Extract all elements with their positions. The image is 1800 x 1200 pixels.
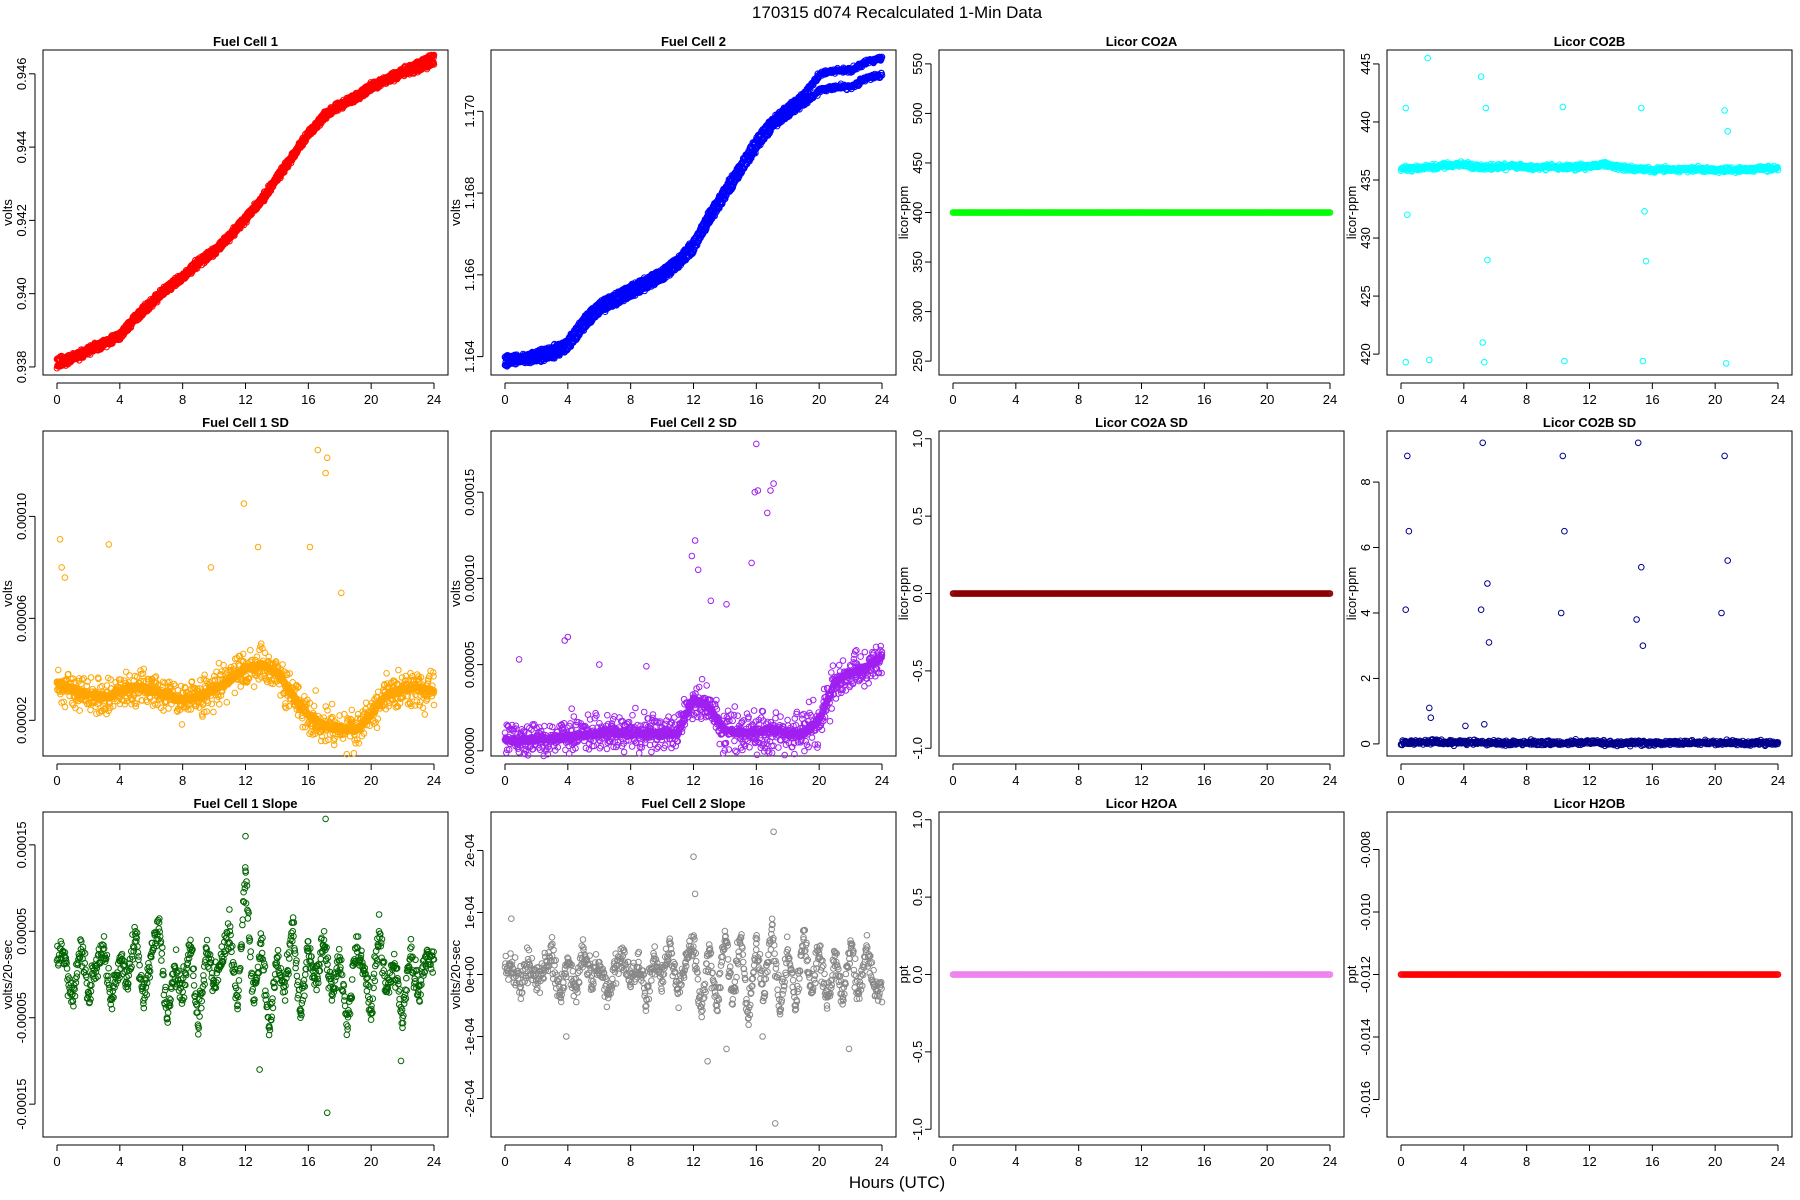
panel-licor-co2a-y-tick-label: 300 xyxy=(910,301,925,323)
panel-licor-co2b-x-tick-label: 0 xyxy=(1397,392,1404,407)
panel-fuel-cell-2-frame xyxy=(490,49,897,376)
figure-title: 170315 d074 Recalculated 1-Min Data xyxy=(752,3,1043,22)
panel-fuel-cell-2-y-tick-label: 1.168 xyxy=(462,177,477,210)
panel-fuel-cell-1-x-tick-label: 16 xyxy=(301,392,315,407)
panel-fuel-cell-2-x-tick-label: 24 xyxy=(875,392,889,407)
panel-fuel-cell-1-y-tick-label: 0.944 xyxy=(14,131,29,164)
panel-licor-co2a-x-tick-label: 12 xyxy=(1134,392,1148,407)
panel-fuel-cell-1-x-tick-label: 4 xyxy=(116,392,123,407)
panel-fuel-cell-2-x-tick-label: 4 xyxy=(564,392,571,407)
panel-licor-co2b-x-tick-label: 24 xyxy=(1771,392,1785,407)
panel-licor-co2a-y-tick-label: 500 xyxy=(910,103,925,125)
panel-fuel-cell-2-y-axis-label: volts xyxy=(448,199,463,226)
panel-licor-co2a-x-tick-label: 8 xyxy=(1075,392,1082,407)
panel-fuel-cell-1-x-tick-label: 20 xyxy=(364,392,378,407)
panel-fuel-cell-2-x-tick-label: 20 xyxy=(812,392,826,407)
panel-licor-co2a: Licor CO2A licor-ppm 0 4 8 12 16 20 24 250 300 350 4… xyxy=(896,34,1345,407)
panel-fuel-cell-2-y-tick-label: 1.170 xyxy=(462,95,477,128)
panel-licor-co2a-y-tick-label: 450 xyxy=(910,152,925,174)
panel-licor-co2a-points xyxy=(949,209,1334,216)
panel-licor-co2a-y-tick-label: 350 xyxy=(910,251,925,273)
panel-licor-co2a-x-tick-label: 4 xyxy=(1012,392,1019,407)
panel-licor-co2b-title: Licor CO2B xyxy=(1554,34,1626,49)
panel-licor-co2b-frame xyxy=(1386,49,1793,376)
panel-licor-co2b-y-tick-label: 420 xyxy=(1358,343,1373,365)
panel-licor-co2b-y-tick-label: 445 xyxy=(1358,53,1373,75)
panel-fuel-cell-1-frame xyxy=(42,49,449,376)
panel-fuel-cell-1-points xyxy=(53,51,438,372)
panel-fuel-cell-2-y-axis: 1.164 1.166 1.168 1.170 xyxy=(462,95,484,373)
panel-licor-co2b-y-tick-label: 425 xyxy=(1358,285,1373,307)
panel-licor-co2b-y-tick-label: 440 xyxy=(1358,111,1373,133)
panel-fuel-cell-1-x-tick-label: 12 xyxy=(238,392,252,407)
panel-fuel-cell-2-points xyxy=(501,53,886,370)
panel-licor-co2a-x-tick-label: 0 xyxy=(949,392,956,407)
panel-fuel-cell-1-x-tick-label: 0 xyxy=(53,392,60,407)
panel-fuel-cell-1-x-axis: 0 4 8 12 16 20 24 xyxy=(53,382,441,407)
panel-licor-co2b-y-tick-label: 435 xyxy=(1358,169,1373,191)
panel-fuel-cell-1-x-tick-label: 8 xyxy=(179,392,186,407)
panel-fuel-cell-2-title: Fuel Cell 2 xyxy=(661,34,726,49)
panel-fuel-cell-1-y-tick-label: 0.942 xyxy=(14,204,29,237)
panel-licor-co2a-y-axis: 250 300 350 400 450 500 550 xyxy=(910,53,932,372)
panel-licor-co2b-x-tick-label: 8 xyxy=(1523,392,1530,407)
panel-licor-co2a-x-tick-label: 20 xyxy=(1260,392,1274,407)
panel-licor-co2b-points xyxy=(1397,54,1782,367)
panel-licor-co2b-x-tick-label: 4 xyxy=(1460,392,1467,407)
panel-licor-co2b-y-axis-label: licor-ppm xyxy=(1344,186,1359,239)
panel-licor-co2b-x-tick-label: 20 xyxy=(1708,392,1722,407)
panel-fuel-cell-2-x-tick-label: 16 xyxy=(749,392,763,407)
panel-licor-co2a-y-axis-label: licor-ppm xyxy=(896,186,911,239)
panel-fuel-cell-1-y-tick-label: 0.938 xyxy=(14,351,29,384)
panel-licor-co2a-y-tick-label: 250 xyxy=(910,350,925,372)
panel-licor-co2b-x-tick-label: 12 xyxy=(1582,392,1596,407)
panel-fuel-cell-1-title: Fuel Cell 1 xyxy=(213,34,278,49)
panel-licor-co2a-x-tick-label: 24 xyxy=(1323,392,1337,407)
panel-licor-co2a-y-tick-label: 400 xyxy=(910,202,925,224)
panel-licor-co2b-x-axis: 0 4 8 12 16 20 24 xyxy=(1397,382,1785,407)
panel-fuel-cell-1-y-tick-label: 0.946 xyxy=(14,58,29,91)
panel-fuel-cell-1-y-tick-label: 0.940 xyxy=(14,277,29,310)
panel-licor-co2a-x-tick-label: 16 xyxy=(1197,392,1211,407)
panel-fuel-cell-2-x-tick-label: 12 xyxy=(686,392,700,407)
panel-fuel-cell-2-x-axis: 0 4 8 12 16 20 24 xyxy=(501,382,889,407)
panel-fuel-cell-1-x-tick-label: 24 xyxy=(427,392,441,407)
panel-licor-co2b-x-tick-label: 16 xyxy=(1645,392,1659,407)
panel-fuel-cell-2-y-tick-label: 1.166 xyxy=(462,259,477,292)
panel-fuel-cell-1-y-axis: 0.938 0.940 0.942 0.944 0.946 xyxy=(14,58,36,384)
panel-fuel-cell-1-y-axis-label: volts xyxy=(0,199,15,226)
panel-fuel-cell-2-y-tick-label: 1.164 xyxy=(462,340,477,373)
panel-licor-co2b-y-tick-label: 430 xyxy=(1358,227,1373,249)
panel-fuel-cell-2-x-tick-label: 0 xyxy=(501,392,508,407)
panel-licor-co2b-y-axis: 420 425 430 435 440 445 xyxy=(1358,53,1380,365)
panel-licor-co2a-title: Licor CO2A xyxy=(1106,34,1178,49)
panel-licor-co2a-y-tick-label: 550 xyxy=(910,53,925,75)
figure-x-axis-label: Hours (UTC) xyxy=(849,1173,945,1192)
panel-licor-co2a-x-axis: 0 4 8 12 16 20 24 xyxy=(949,382,1337,407)
panel-fuel-cell-2-x-tick-label: 8 xyxy=(627,392,634,407)
